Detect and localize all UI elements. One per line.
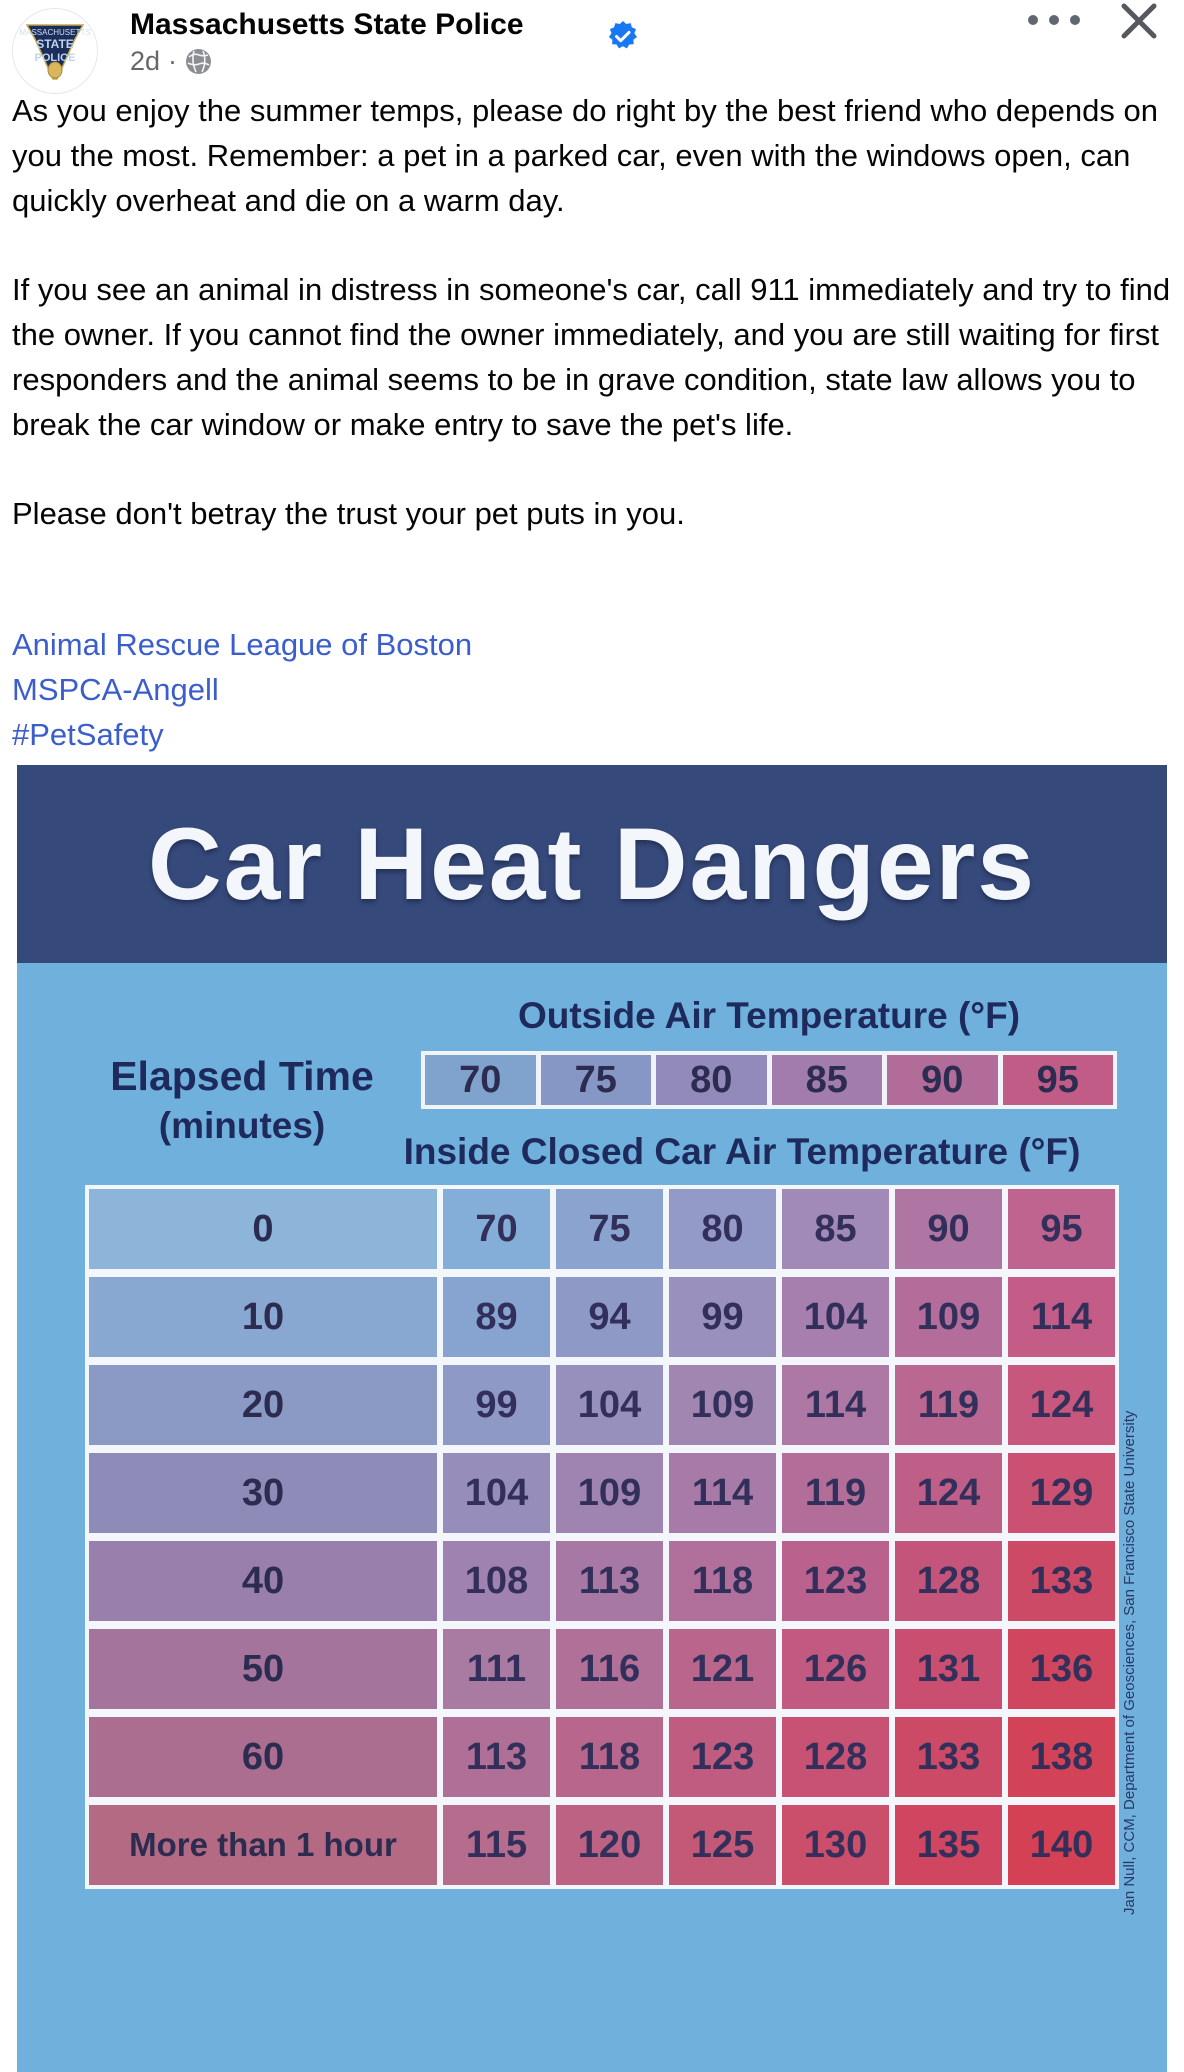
timestamp[interactable]: 2d bbox=[130, 46, 161, 76]
outside-temp-cell: 85 bbox=[771, 1055, 882, 1105]
outside-temp-cell: 75 bbox=[540, 1055, 651, 1105]
temp-cell: 85 bbox=[782, 1189, 889, 1269]
temp-cell: 133 bbox=[895, 1717, 1002, 1797]
heat-table: 0 70 75 80 85 90 95 10 89 94 99 104 109 114 20 99 104 109… bbox=[85, 1185, 1119, 1889]
outside-temp-header: Outside Air Temperature (°F) bbox=[517, 995, 1021, 1036]
post-link[interactable]: #PetSafety bbox=[12, 717, 164, 752]
outside-temp-cell: 80 bbox=[656, 1055, 767, 1105]
svg-text:STATE: STATE bbox=[36, 37, 74, 51]
temp-cell: 123 bbox=[782, 1541, 889, 1621]
post-text: As you enjoy the summer temps, please do… bbox=[12, 88, 1174, 580]
temp-cell: 138 bbox=[1008, 1717, 1115, 1797]
row-label: 30 bbox=[89, 1453, 437, 1533]
temp-cell: 124 bbox=[1008, 1365, 1115, 1445]
elapsed-time-label: Elapsed Time bbox=[110, 1053, 374, 1099]
temp-cell: 90 bbox=[895, 1189, 1002, 1269]
temp-cell: 80 bbox=[669, 1189, 776, 1269]
temp-cell: 136 bbox=[1008, 1629, 1115, 1709]
post-paragraph: Please don't betray the trust your pet p… bbox=[12, 496, 685, 531]
temp-cell: 99 bbox=[669, 1277, 776, 1357]
row-label: 40 bbox=[89, 1541, 437, 1621]
post-links: Animal Rescue League of Boston MSPCA-Ange… bbox=[12, 622, 1174, 757]
temp-cell: 116 bbox=[556, 1629, 663, 1709]
temp-cell: 95 bbox=[1008, 1189, 1115, 1269]
temp-cell: 108 bbox=[443, 1541, 550, 1621]
row-label: 10 bbox=[89, 1277, 437, 1357]
temp-cell: 125 bbox=[669, 1805, 776, 1885]
globe-icon bbox=[185, 48, 212, 75]
row-label: 20 bbox=[89, 1365, 437, 1445]
row-label: 0 bbox=[89, 1189, 437, 1269]
temp-cell: 114 bbox=[1008, 1277, 1115, 1357]
temp-cell: 128 bbox=[895, 1541, 1002, 1621]
temp-cell: 121 bbox=[669, 1629, 776, 1709]
temp-cell: 128 bbox=[782, 1717, 889, 1797]
credit-text: Jan Null, CCM, Department of Geosciences… bbox=[1121, 1410, 1138, 1915]
temp-cell: 115 bbox=[443, 1805, 550, 1885]
temp-cell: 89 bbox=[443, 1277, 550, 1357]
outside-temp-cell: 90 bbox=[887, 1055, 998, 1105]
temp-cell: 140 bbox=[1008, 1805, 1115, 1885]
post-paragraph: If you see an animal in distress in some… bbox=[12, 272, 1171, 442]
temp-cell: 126 bbox=[782, 1629, 889, 1709]
meta-separator: · bbox=[168, 46, 178, 76]
svg-text:POLICE: POLICE bbox=[35, 52, 76, 64]
temp-cell: 111 bbox=[443, 1629, 550, 1709]
verified-badge-icon bbox=[608, 21, 638, 51]
temp-cell: 109 bbox=[556, 1453, 663, 1533]
temp-cell: 114 bbox=[669, 1453, 776, 1533]
post-paragraph: As you enjoy the summer temps, please do… bbox=[12, 93, 1158, 218]
avatar[interactable]: MASSACHUSETTS STATE POLICE bbox=[12, 8, 98, 94]
temp-cell: 118 bbox=[556, 1717, 663, 1797]
temp-cell: 124 bbox=[895, 1453, 1002, 1533]
temp-cell: 104 bbox=[782, 1277, 889, 1357]
page-name[interactable]: Massachusetts State Police bbox=[130, 8, 524, 41]
temp-cell: 129 bbox=[1008, 1453, 1115, 1533]
post-link[interactable]: Animal Rescue League of Boston bbox=[12, 627, 473, 662]
elapsed-minutes-label: (minutes) bbox=[158, 1105, 326, 1146]
outside-temp-cell: 70 bbox=[425, 1055, 536, 1105]
temp-cell: 118 bbox=[669, 1541, 776, 1621]
temp-cell: 104 bbox=[556, 1365, 663, 1445]
temp-cell: 120 bbox=[556, 1805, 663, 1885]
ellipsis-icon[interactable] bbox=[1028, 6, 1080, 34]
temp-cell: 119 bbox=[895, 1365, 1002, 1445]
temp-cell: 113 bbox=[443, 1717, 550, 1797]
inside-temp-header: Inside Closed Car Air Temperature (°F) bbox=[403, 1131, 1081, 1172]
post-header: MASSACHUSETTS STATE POLICE Massachusetts… bbox=[0, 0, 1184, 100]
temp-cell: 75 bbox=[556, 1189, 663, 1269]
svg-text:MASSACHUSETTS: MASSACHUSETTS bbox=[19, 28, 90, 37]
outside-temp-cell: 95 bbox=[1002, 1055, 1113, 1105]
car-heat-dangers-infographic[interactable]: Car Heat Dangers Outside Air Temperature… bbox=[17, 765, 1167, 2072]
temp-cell: 104 bbox=[443, 1453, 550, 1533]
temp-cell: 70 bbox=[443, 1189, 550, 1269]
temp-cell: 94 bbox=[556, 1277, 663, 1357]
outside-temp-row: 70 75 80 85 90 95 bbox=[421, 1051, 1117, 1109]
temp-cell: 131 bbox=[895, 1629, 1002, 1709]
post-link[interactable]: MSPCA-Angell bbox=[12, 672, 219, 707]
temp-cell: 99 bbox=[443, 1365, 550, 1445]
row-label: 50 bbox=[89, 1629, 437, 1709]
temp-cell: 109 bbox=[669, 1365, 776, 1445]
infographic-title: Car Heat Dangers bbox=[148, 806, 1036, 921]
row-label: 60 bbox=[89, 1717, 437, 1797]
temp-cell: 113 bbox=[556, 1541, 663, 1621]
temp-cell: 133 bbox=[1008, 1541, 1115, 1621]
temp-cell: 130 bbox=[782, 1805, 889, 1885]
temp-cell: 123 bbox=[669, 1717, 776, 1797]
close-icon[interactable] bbox=[1116, 0, 1162, 46]
msp-badge-logo: MASSACHUSETTS STATE POLICE bbox=[13, 9, 97, 93]
temp-cell: 135 bbox=[895, 1805, 1002, 1885]
temp-cell: 114 bbox=[782, 1365, 889, 1445]
post-meta: 2d · bbox=[130, 46, 212, 77]
infographic-body: Outside Air Temperature (°F) Elapsed Tim… bbox=[17, 963, 1167, 2072]
infographic-banner: Car Heat Dangers bbox=[17, 765, 1167, 963]
row-label: More than 1 hour bbox=[89, 1805, 437, 1885]
temp-cell: 119 bbox=[782, 1453, 889, 1533]
temp-cell: 109 bbox=[895, 1277, 1002, 1357]
